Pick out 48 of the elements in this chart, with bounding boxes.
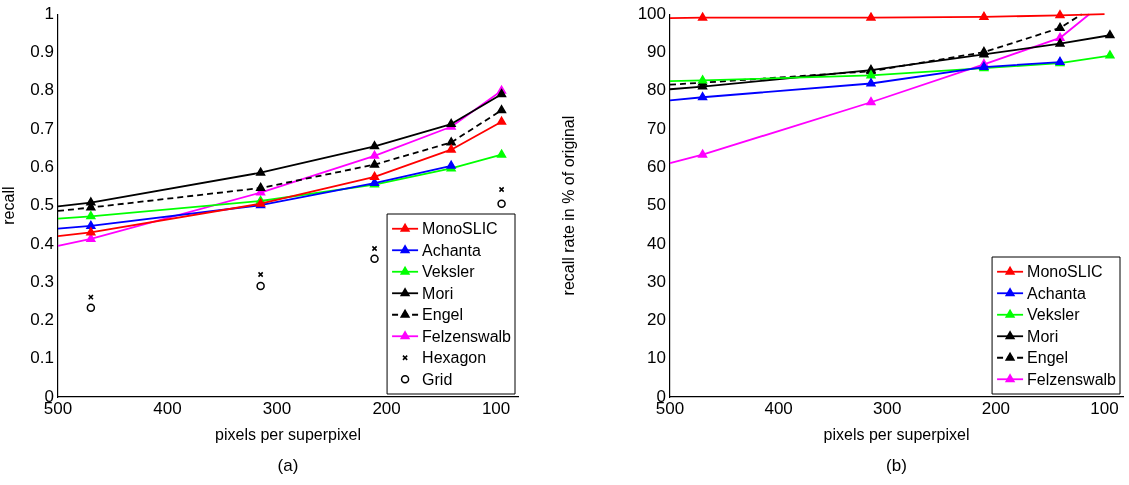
x-tick-label: 100 — [1090, 398, 1119, 418]
legend-label: Veksler — [422, 263, 476, 281]
y-tick-label: 100 — [637, 3, 666, 23]
y-tick-label: 10 — [647, 348, 666, 368]
x-tick-label: 200 — [372, 398, 401, 418]
y-tick-label: 0.3 — [30, 271, 54, 291]
y-tick-label: 20 — [647, 310, 666, 330]
y-tick-label: 40 — [647, 233, 666, 253]
y-tick-label: 50 — [647, 195, 666, 215]
x-axis-title: pixels per superpixel — [215, 425, 361, 443]
legend-label: MonoSLIC — [422, 220, 498, 238]
y-tick-label: 30 — [647, 271, 666, 291]
y-tick-label: 0.5 — [30, 195, 54, 215]
legend-label: Engel — [422, 306, 463, 324]
legend-label: Mori — [1027, 327, 1059, 345]
y-axis-title: recall — [0, 186, 18, 225]
y-tick-label: 0.2 — [30, 310, 54, 330]
y-tick-label: 90 — [647, 42, 666, 62]
legend-label: Engel — [1027, 349, 1068, 367]
y-tick-label: 0.4 — [30, 233, 54, 253]
legend-label: Veksler — [1027, 306, 1081, 324]
x-tick-label: 400 — [764, 398, 793, 418]
y-tick-label: 0.1 — [30, 348, 54, 368]
y-tick-label: 0.7 — [30, 118, 54, 138]
y-tick-label: 70 — [647, 118, 666, 138]
x-tick-label: 300 — [262, 398, 292, 418]
y-tick-label: 0.9 — [30, 42, 54, 62]
legend-label: Felzenswalb — [422, 327, 512, 345]
y-tick-label: 60 — [647, 157, 666, 177]
legend-label: MonoSLIC — [1027, 263, 1103, 281]
y-tick-label: 80 — [647, 80, 666, 100]
y-tick-label: 0.6 — [30, 157, 54, 177]
text: (b) — [886, 455, 907, 475]
x-tick-label: 100 — [481, 398, 511, 418]
y-axis-title: recall rate in % of original — [560, 115, 578, 296]
x-tick-label: 300 — [873, 398, 902, 418]
legend-label: Grid — [422, 370, 453, 388]
y-tick-label: 0.8 — [30, 80, 54, 100]
x-tick-label: 400 — [153, 398, 182, 418]
x-tick-label: 200 — [981, 398, 1011, 418]
y-tick-label: 1 — [44, 3, 54, 23]
legend-label: Achanta — [1027, 284, 1086, 302]
legend-label: Felzenswalb — [1027, 370, 1117, 388]
text: (a) — [277, 455, 299, 475]
legend-label: Hexagon — [422, 349, 487, 367]
legend-label: Achanta — [422, 241, 481, 259]
x-axis-title: pixels per superpixel — [823, 425, 970, 443]
legend-label: Mori — [422, 284, 454, 302]
